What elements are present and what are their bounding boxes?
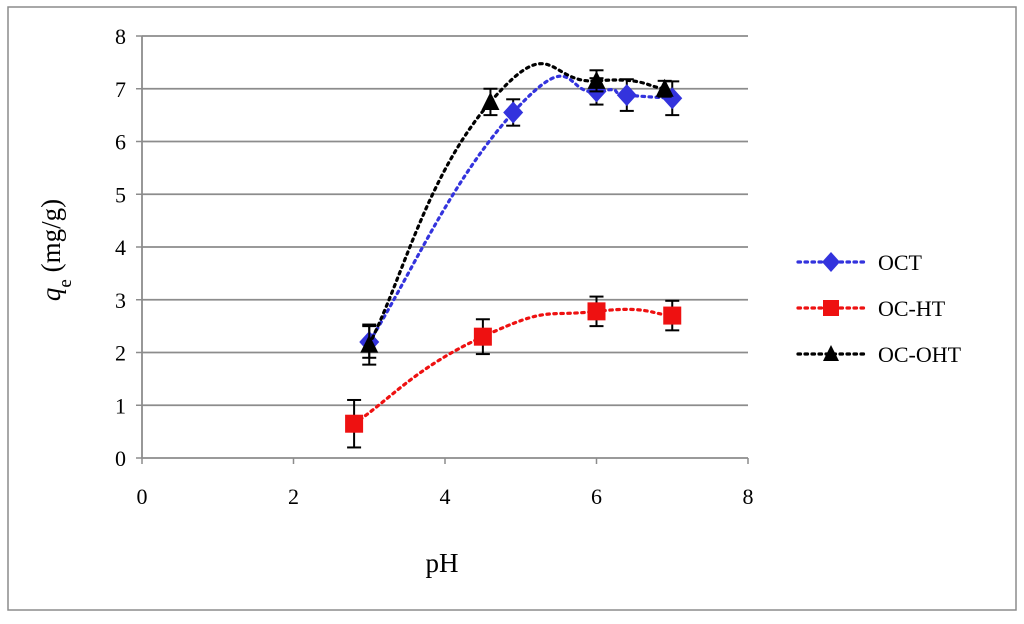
x-tick-label: 8 [743,484,754,509]
legend-marker [823,345,839,361]
trendline [352,307,674,426]
data-point [481,91,500,110]
y-tick-label: 0 [115,446,126,471]
x-axis-label: pH [426,548,459,578]
data-point [345,414,364,433]
y-tick-label: 3 [115,288,126,313]
data-point [587,302,606,321]
y-tick-label: 7 [115,77,126,102]
legend-label: OCT [878,250,923,275]
gridlines [142,35,748,407]
y-axis-label: qe (mg/g) [36,199,76,301]
y-tick-labels: 0 1 2 3 4 5 6 7 8 [115,24,126,471]
legend-item-oct: OCT [796,250,923,275]
x-tick-label: 4 [440,484,451,509]
axes [136,35,749,464]
series-oc-oht [360,62,674,366]
legend-item-oc-ht: OC-HT [796,296,946,321]
y-axis-label-subscript: e [55,279,76,287]
legend-label: OC-HT [878,296,946,321]
y-tick-label: 2 [115,341,126,366]
legend-item-oc-oht: OC-OHT [796,342,962,367]
y-tick-label: 8 [115,24,126,49]
data-point [616,84,637,107]
y-tick-label: 5 [115,182,126,207]
trendline [367,62,667,347]
plot-area [345,62,683,449]
legend-marker [822,252,840,272]
y-tick-label: 4 [115,235,126,260]
x-tick-label: 2 [288,484,299,509]
legend-marker [823,300,839,316]
data-point [360,334,379,353]
data-point [503,101,524,124]
legend: OCT OC-HT OC-OHT [796,250,962,367]
y-tick-label: 1 [115,393,126,418]
data-point [473,327,492,346]
y-axis-label-symbol: q [36,288,66,302]
series-oc-ht [345,295,682,449]
y-axis-label-unit: (mg/g) [36,199,66,279]
x-tick-label: 0 [137,484,148,509]
data-point [655,78,674,97]
x-tick-labels: 0 2 4 6 8 [137,484,754,509]
data-point [663,306,682,325]
y-tick-label: 6 [115,130,126,155]
x-tick-label: 6 [591,484,602,509]
data-point [587,70,606,89]
legend-label: OC-OHT [878,342,962,367]
